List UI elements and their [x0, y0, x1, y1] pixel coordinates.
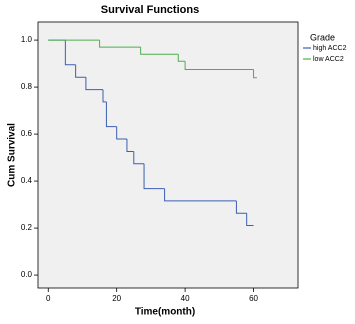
- y-axis-label: Cum Survival: [7, 123, 18, 187]
- survival-step: [126, 139, 134, 152]
- survival-step: [246, 213, 254, 226]
- legend-title: Grade: [310, 32, 335, 42]
- plot-area: [37, 21, 299, 289]
- y-tick-label: 1.0: [21, 35, 33, 44]
- y-tick-label: 0.8: [21, 82, 33, 91]
- x-tick-label: 20: [112, 294, 121, 303]
- x-tick-label: 40: [181, 294, 190, 303]
- x-axis-label: Time(month): [135, 307, 195, 318]
- survival-step: [64, 40, 76, 66]
- legend-label: high ACC2: [313, 45, 347, 52]
- survival-step: [143, 163, 165, 190]
- survival-step: [133, 151, 145, 165]
- survival-step: [85, 77, 103, 91]
- survival-step: [99, 40, 141, 48]
- chart-title: Survival Functions: [101, 4, 199, 16]
- x-tick-label: 0: [46, 294, 51, 303]
- survival-step: [102, 89, 107, 103]
- y-tick-label: 0.0: [21, 270, 33, 279]
- y-tick-label: 0.2: [21, 223, 33, 232]
- survival-step: [235, 200, 247, 214]
- legend-label: low ACC2: [313, 56, 344, 63]
- y-tick-label: 0.4: [21, 176, 33, 185]
- survival-step: [164, 188, 237, 202]
- survival-step: [177, 54, 186, 62]
- survival-step: [75, 64, 86, 78]
- survival-step: [184, 61, 254, 70]
- survival-step: [116, 126, 127, 140]
- survival-step: [105, 101, 117, 128]
- x-tick-label: 60: [249, 294, 258, 303]
- y-tick-label: 0.6: [21, 129, 33, 138]
- survival-step: [140, 47, 179, 55]
- survival-step: [253, 69, 257, 79]
